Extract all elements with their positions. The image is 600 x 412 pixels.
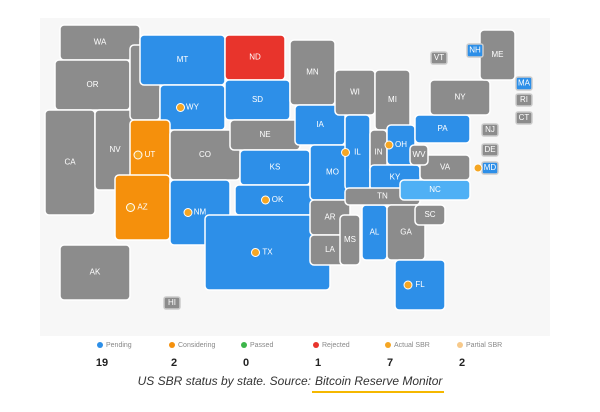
- state-label: NM: [194, 208, 207, 217]
- state-label: AZ: [137, 203, 147, 212]
- state-label: VT: [434, 53, 444, 62]
- state-label: VA: [440, 163, 451, 172]
- state-label: MO: [326, 168, 339, 177]
- legend-count: 0: [243, 357, 249, 369]
- state-label: KY: [390, 173, 401, 182]
- state-label: WV: [413, 150, 427, 159]
- legend-label: Partial SBR: [466, 342, 502, 349]
- state-label: UT: [145, 150, 156, 159]
- legend-swatch: [241, 342, 247, 348]
- state-label: TX: [262, 248, 273, 257]
- state-label: GA: [400, 228, 412, 237]
- state: [515, 111, 533, 125]
- legend-swatch: [97, 342, 103, 348]
- legend-label: Considering: [178, 342, 215, 349]
- legend-count: 2: [459, 357, 465, 369]
- state: [481, 123, 499, 137]
- state: [466, 43, 484, 58]
- state: [430, 51, 448, 65]
- sbr-icon: [183, 208, 193, 217]
- legend-swatch: [313, 342, 319, 348]
- state-label: OK: [272, 195, 284, 204]
- legend-label: Rejected: [322, 342, 350, 349]
- state: [339, 214, 361, 266]
- state-label: MA: [518, 79, 531, 88]
- state-label: ME: [492, 50, 504, 59]
- state-label: NE: [259, 130, 270, 139]
- state-label: MI: [388, 95, 397, 104]
- state-label: MT: [177, 55, 189, 64]
- legend-swatch: [169, 342, 175, 348]
- state-label: OR: [87, 80, 99, 89]
- state-label: CO: [199, 150, 211, 159]
- legend-label: Pending: [106, 342, 132, 349]
- state-label: IL: [354, 148, 361, 157]
- state-label: IA: [316, 120, 324, 129]
- state-label: MN: [306, 68, 319, 77]
- state: [481, 143, 499, 157]
- legend-count: 2: [171, 357, 177, 369]
- state-label: FL: [415, 280, 425, 289]
- state: [515, 76, 533, 91]
- caption-text: US SBR status by state. Source:: [138, 374, 311, 388]
- state: [515, 93, 533, 107]
- state: [414, 204, 446, 226]
- state-label: ND: [249, 53, 261, 62]
- state-label: LA: [325, 245, 335, 254]
- state-label: CT: [519, 113, 530, 122]
- state-label: PA: [437, 124, 448, 133]
- state-label: NC: [429, 185, 441, 194]
- sbr-icon: [126, 203, 135, 212]
- state-label: KS: [270, 163, 281, 172]
- sbr-icon: [403, 280, 413, 290]
- legend-count: 1: [315, 357, 321, 369]
- state-label: AK: [90, 268, 101, 277]
- sbr-icon: [251, 248, 260, 257]
- state-label: CA: [64, 158, 76, 167]
- legend-label: Passed: [250, 342, 273, 349]
- state: [419, 154, 471, 181]
- state-label: HI: [168, 298, 176, 307]
- state-label: MS: [344, 235, 356, 244]
- legend-swatch: [457, 342, 463, 348]
- sbr-icon: [261, 195, 270, 205]
- state-label: RI: [520, 95, 528, 104]
- state-label: AR: [324, 213, 335, 222]
- state-label: NY: [454, 93, 466, 102]
- state: [429, 79, 491, 116]
- state-label: NV: [109, 145, 121, 154]
- legend-swatch: [385, 342, 391, 348]
- sbr-icon: [341, 148, 350, 157]
- state-label: TN: [377, 192, 388, 201]
- caption-link[interactable]: Bitcoin Reserve Monitor: [315, 374, 443, 388]
- state-label: OH: [395, 140, 407, 149]
- state-label: MD: [484, 163, 497, 172]
- caption: US SBR status by state. Source: Bitcoin R…: [138, 374, 444, 388]
- sbr-icon: [384, 140, 394, 150]
- state-label: SD: [252, 95, 263, 104]
- state-label: NJ: [485, 125, 495, 134]
- sbr-icon: [133, 150, 143, 160]
- state-label: WI: [350, 88, 360, 97]
- state-label: WY: [186, 103, 200, 112]
- sbr-icon: [176, 103, 185, 112]
- state: [409, 144, 429, 166]
- states: WAORCANVIDMTWYUTAZCONMNDSDNEKSOKTXMNIAMO…: [44, 24, 533, 311]
- state-label: SC: [424, 210, 435, 219]
- state-label: WA: [94, 38, 107, 47]
- state-label: AL: [370, 228, 380, 237]
- legend-count: 7: [387, 357, 393, 369]
- legend-label: Actual SBR: [394, 342, 430, 349]
- sbr-icon: [473, 163, 483, 173]
- state: [163, 296, 181, 310]
- state: [394, 259, 446, 311]
- state-label: DE: [484, 145, 495, 154]
- state-label: NH: [469, 46, 481, 55]
- state: [59, 244, 131, 301]
- state-label: IN: [375, 148, 383, 157]
- legend-count: 19: [96, 357, 108, 369]
